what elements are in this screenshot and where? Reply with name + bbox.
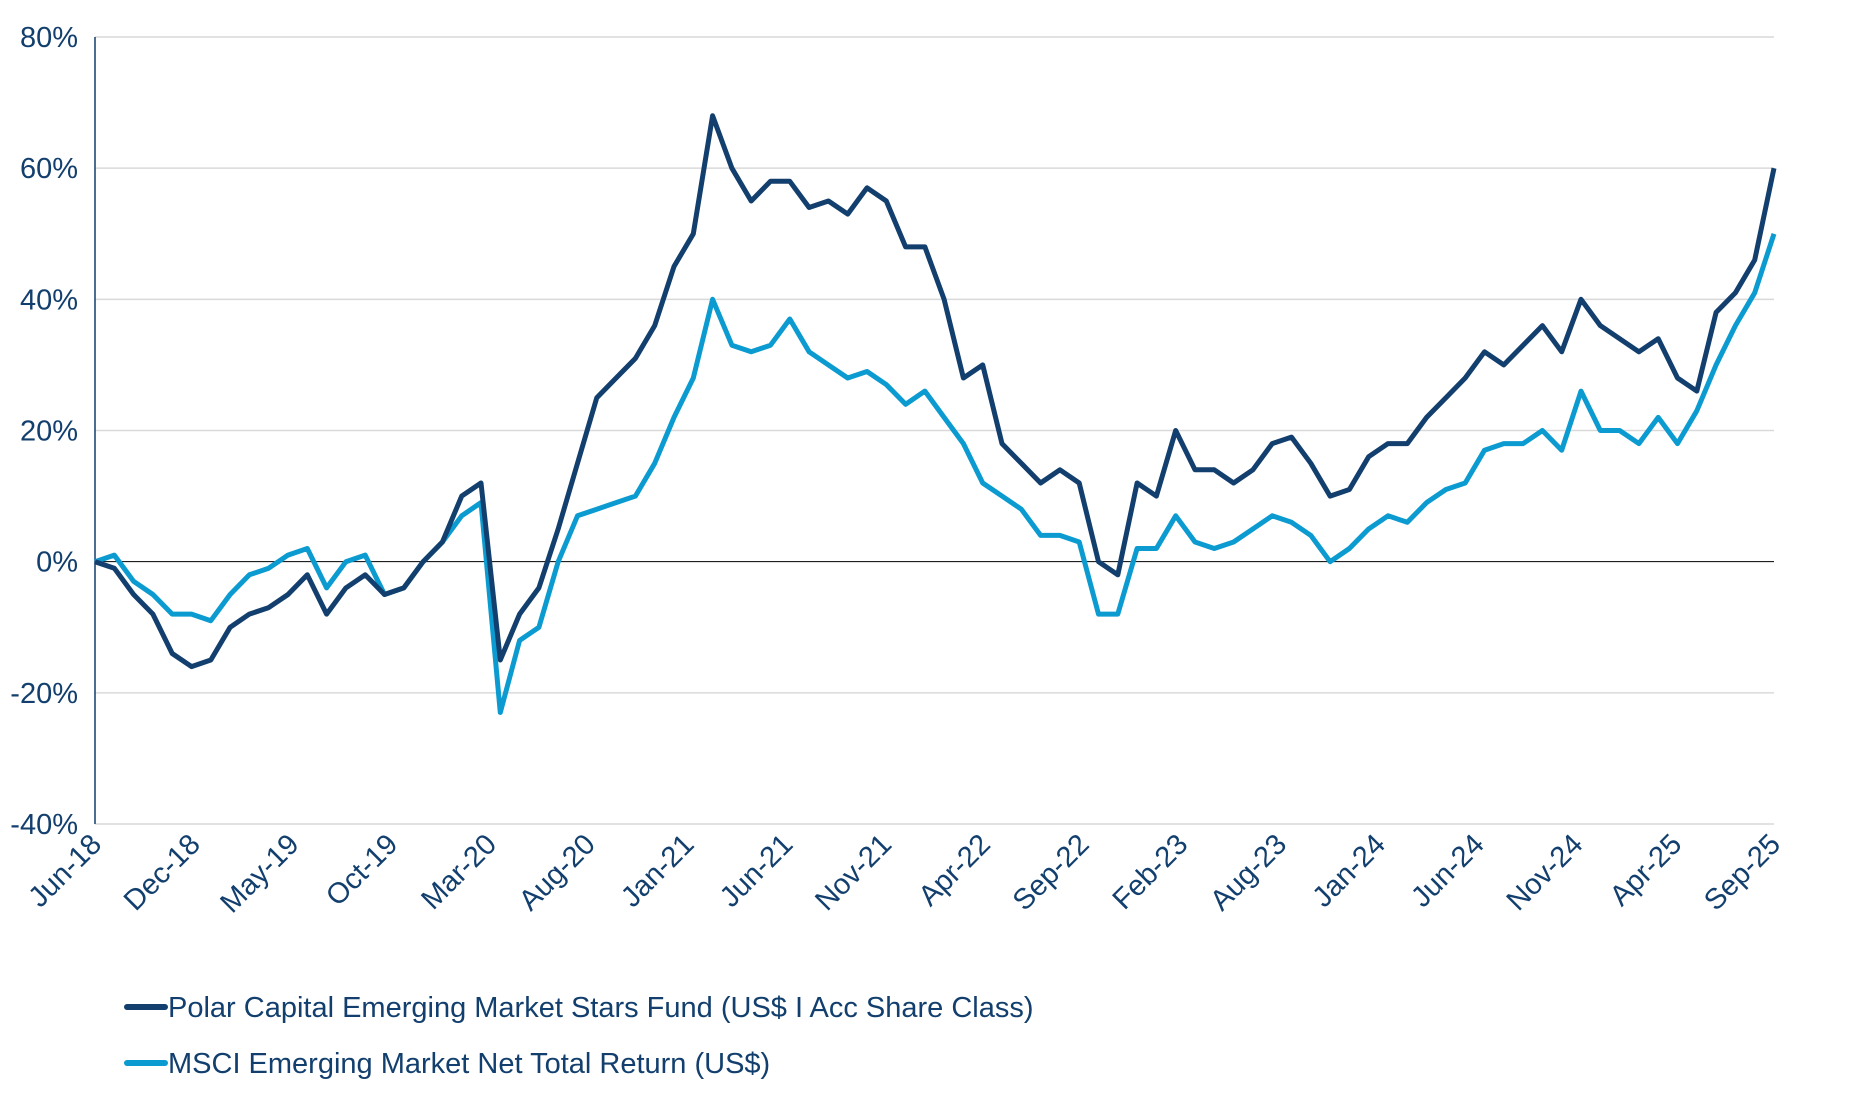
legend: Polar Capital Emerging Market Stars Fund… xyxy=(124,992,1034,1080)
gridlines xyxy=(95,36,1774,825)
y-tick-label: 0% xyxy=(36,547,78,579)
y-tick-label: -20% xyxy=(10,678,78,710)
x-tick-label: Apr-22 xyxy=(913,828,997,912)
legend-label: MSCI Emerging Market Net Total Return (U… xyxy=(168,1048,770,1080)
x-tick-label: Jun-18 xyxy=(23,828,108,913)
x-tick-label: Jan-24 xyxy=(1307,828,1392,913)
series-lines xyxy=(94,113,1777,715)
x-tick-label: Aug-20 xyxy=(513,828,602,917)
y-tick-label: 20% xyxy=(20,416,78,448)
x-tick-label: Nov-24 xyxy=(1501,828,1590,917)
legend-label: Polar Capital Emerging Market Stars Fund… xyxy=(168,992,1034,1024)
series-line xyxy=(94,233,1777,715)
x-axis-tick-labels: Jun-18 Dec-18 May-19 Oct-19 Mar-20 Aug-20 Jan-… xyxy=(23,828,1787,919)
x-tick-label: Mar-20 xyxy=(415,828,503,916)
x-tick-label: Apr-25 xyxy=(1604,828,1688,912)
y-tick-label: 60% xyxy=(20,153,78,185)
y-tick-label: -40% xyxy=(10,809,78,841)
x-tick-label: Feb-23 xyxy=(1107,828,1195,916)
series-line xyxy=(94,113,1777,670)
x-tick-label: Aug-23 xyxy=(1204,828,1293,917)
x-tick-label: Jun-24 xyxy=(1405,828,1490,913)
y-tick-label: 40% xyxy=(20,284,78,316)
x-tick-label: Jun-21 xyxy=(714,828,799,913)
x-tick-label: Jan-21 xyxy=(615,828,700,913)
x-tick-label: Nov-21 xyxy=(809,828,898,917)
y-axis-tick-labels: -40% -20% 0% 20% 40% 60% 80% xyxy=(10,22,78,841)
x-tick-label: Dec-18 xyxy=(118,828,207,917)
y-tick-label: 80% xyxy=(20,22,78,54)
x-tick-label: May-19 xyxy=(214,828,305,919)
x-tick-label: Sep-25 xyxy=(1698,828,1787,917)
x-tick-label: Sep-22 xyxy=(1007,828,1096,917)
x-tick-label: Oct-19 xyxy=(320,828,404,912)
